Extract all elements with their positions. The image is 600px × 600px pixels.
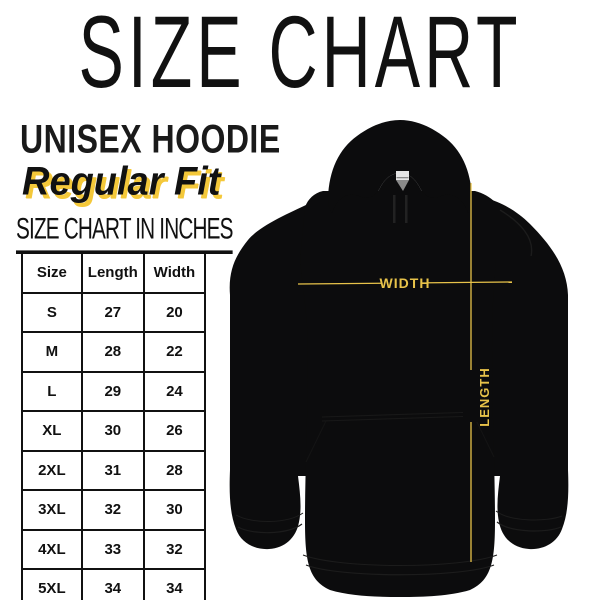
svg-text:LENGTH: LENGTH: [477, 367, 492, 426]
svg-text:WIDTH: WIDTH: [380, 275, 431, 291]
